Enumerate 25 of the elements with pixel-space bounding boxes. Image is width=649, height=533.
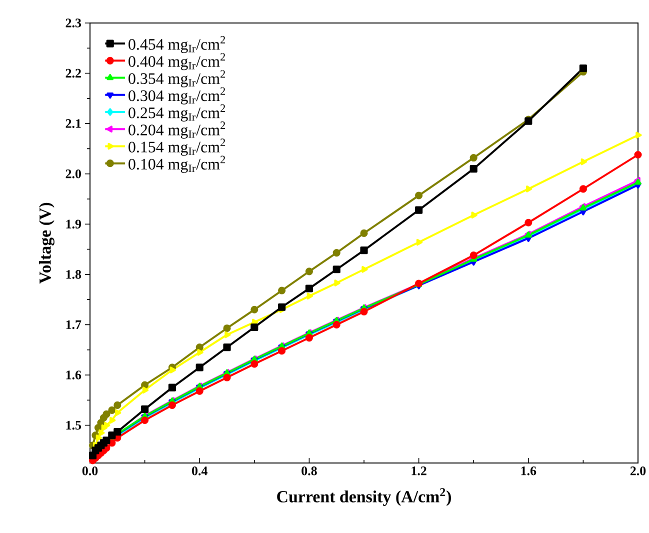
x-tick-label: 0.8 (302, 466, 317, 476)
y-tick-label: 2.0 (66, 169, 81, 178)
y-tick-label: 2.1 (66, 119, 81, 128)
x-tick-label: 1.6 (521, 466, 536, 476)
y-tick-label: 1.8 (66, 270, 82, 279)
legend-label: 0.304 mg$_{Ir}$/cm$^{2}$ (128, 87, 225, 104)
y-tick-label: 1.5 (66, 420, 82, 430)
legend-label: 0.254 mg$_{Ir}$/cm$^{2}$ (128, 104, 225, 122)
y-tick-label: 2.3 (66, 18, 82, 28)
y-tick-label: 1.6 (66, 370, 82, 380)
y-axis-title: Voltage (V) (38, 202, 54, 284)
x-tick-label: 1.2 (412, 466, 426, 476)
x-tick-label: 2.0 (630, 466, 646, 476)
y-tick-label: 1.9 (66, 220, 82, 229)
x-tick-label: 0.4 (192, 466, 208, 476)
legend-label: 0.354 mg$_{Ir}$/cm$^{2}$ (128, 70, 225, 88)
legend-label: 0.454 mg$_{Ir}$/cm$^{2}$ (128, 36, 225, 54)
x-tick-label: 0.0 (82, 466, 98, 476)
legend-label: 0.404 mg$_{Ir}$/cm$^{2}$ (128, 53, 225, 70)
x-axis-title: Current density (A/cm$^{2}$) (277, 488, 451, 506)
legend-label: 0.204 mg$_{Ir}$/cm$^{2}$ (128, 122, 225, 139)
y-tick-label: 1.7 (66, 320, 82, 330)
legend-label: 0.154 mg$_{Ir}$/cm$^{2}$ (128, 138, 225, 156)
legend-label: 0.104 mg$_{Ir}$/cm$^{2}$ (128, 156, 225, 173)
y-tick-label: 2.2 (66, 68, 81, 78)
